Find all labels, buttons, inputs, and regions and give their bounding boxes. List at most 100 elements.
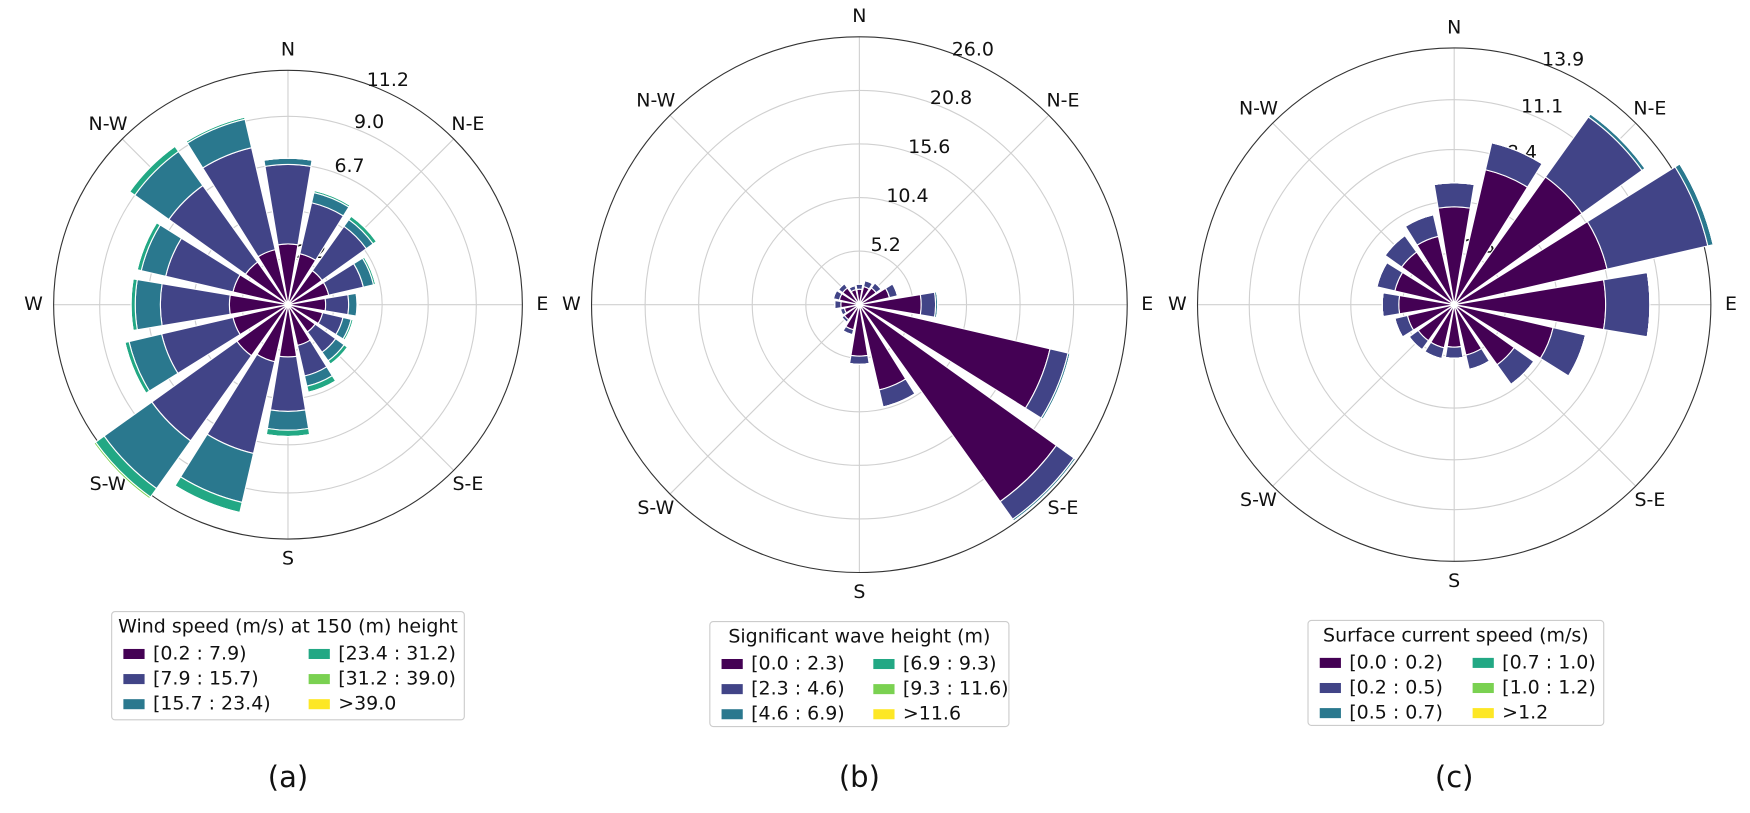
legend-label: [23.4 : 31.2) <box>338 642 456 664</box>
legend-label: [0.7 : 1.0) <box>1502 651 1596 673</box>
direction-label: N-E <box>451 113 484 135</box>
rose-segment <box>134 278 163 331</box>
legend-label: [4.6 : 6.9) <box>751 703 845 725</box>
rose-segment <box>864 280 873 285</box>
r-tick-label: 11.1 <box>1521 96 1563 118</box>
rose-segment <box>1510 361 1535 385</box>
rose-segment <box>1434 182 1475 185</box>
direction-label: W <box>1168 293 1187 315</box>
rose-segment <box>848 354 870 365</box>
r-tick-label: 5.2 <box>871 234 901 256</box>
rose-segment <box>1042 353 1071 420</box>
grid-ring <box>644 89 1075 520</box>
legend-swatch <box>307 698 331 711</box>
direction-label: N-E <box>1046 90 1079 112</box>
rose-segment <box>1590 113 1646 169</box>
rose-segment <box>1602 271 1651 338</box>
rose-segment <box>269 355 307 412</box>
legend-box <box>111 611 465 721</box>
caption: (b) <box>839 760 880 794</box>
legend-label: [0.2 : 0.5) <box>1349 677 1443 699</box>
direction-label: N-W <box>1239 97 1278 119</box>
direction-label: N-W <box>636 90 675 112</box>
direction-label: S-W <box>637 497 674 519</box>
direction-label: W <box>24 293 43 315</box>
legend-label: [0.2 : 7.9) <box>153 642 247 664</box>
legend-swatch <box>872 682 896 696</box>
outer-ring <box>590 36 1128 574</box>
rose-segment <box>1433 182 1475 209</box>
direction-label: E <box>1141 293 1153 315</box>
caption: (c) <box>1435 760 1474 794</box>
legend-swatch <box>872 657 896 671</box>
legend-swatch <box>1471 706 1495 720</box>
legend-swatch <box>1318 706 1343 720</box>
r-tick-label: 9.0 <box>354 111 384 133</box>
legend-label: [9.3 : 11.6) <box>903 678 1009 700</box>
rose-segment <box>185 116 245 142</box>
outer-ring <box>53 69 523 540</box>
outer-ring <box>1196 47 1712 562</box>
legend-swatch <box>122 647 146 661</box>
direction-label: S <box>1448 570 1460 592</box>
direction-label: N <box>852 5 866 27</box>
legend-label: [31.2 : 39.0) <box>338 668 456 690</box>
rose-segment <box>324 294 350 316</box>
direction-label: W <box>562 293 581 315</box>
direction-label: S-E <box>452 473 483 495</box>
legend-label: >11.6 <box>903 703 961 725</box>
legend-box <box>1307 619 1605 726</box>
legend-swatch <box>1318 656 1343 670</box>
legend-swatch <box>122 698 146 711</box>
legend-title: Significant wave height (m) <box>728 626 990 648</box>
r-tick-label: 26.0 <box>952 38 994 60</box>
spoke <box>669 114 860 306</box>
rose-segment <box>266 409 310 431</box>
direction-label: S <box>282 548 294 570</box>
direction-label: N-W <box>89 113 128 135</box>
legend-label: [2.3 : 4.6) <box>751 678 845 700</box>
legend-label: >39.0 <box>338 693 396 715</box>
direction-label: S-W <box>1240 489 1277 511</box>
caption: (a) <box>268 760 308 794</box>
direction-label: N-E <box>1633 97 1666 119</box>
r-tick-label: 11.2 <box>367 69 409 91</box>
legend-swatch <box>1471 681 1495 695</box>
rose-segment <box>855 283 864 291</box>
rose-segment <box>159 283 231 327</box>
rose-segment <box>1394 318 1403 338</box>
legend-swatch <box>1318 681 1343 695</box>
legend-box <box>709 621 1010 728</box>
rose-segment <box>129 145 176 192</box>
rose-segment <box>919 291 937 318</box>
legend-swatch <box>307 647 331 661</box>
legend-label: [0.5 : 0.7) <box>1349 702 1443 724</box>
legend-swatch <box>1471 656 1495 670</box>
rose-segment <box>849 363 870 365</box>
legend-swatch <box>122 672 146 686</box>
r-tick-label: 13.9 <box>1542 48 1584 70</box>
legend-swatch <box>720 657 744 671</box>
rose-segment <box>936 291 939 318</box>
grid-ring <box>751 196 968 413</box>
rose-segment <box>350 215 377 242</box>
rose-segment <box>1381 292 1401 318</box>
rose-segment <box>834 299 842 310</box>
grid-ring <box>698 143 1021 466</box>
rose-segment <box>174 485 240 514</box>
direction-label: S <box>853 581 865 603</box>
rose-segment <box>832 290 838 299</box>
rose-segment <box>1013 458 1077 522</box>
legend-swatch <box>872 708 896 721</box>
direction-label: S-E <box>1048 497 1079 519</box>
legend-swatch <box>720 682 744 696</box>
legend-label: >1.2 <box>1502 702 1548 724</box>
legend-label: [15.7 : 23.4) <box>153 693 271 715</box>
legend-swatch <box>720 708 744 721</box>
legend-label: [1.0 : 1.2) <box>1502 677 1596 699</box>
legend-swatch <box>307 672 331 686</box>
direction-label: N <box>1447 16 1461 38</box>
direction-label: S-E <box>1634 489 1665 511</box>
